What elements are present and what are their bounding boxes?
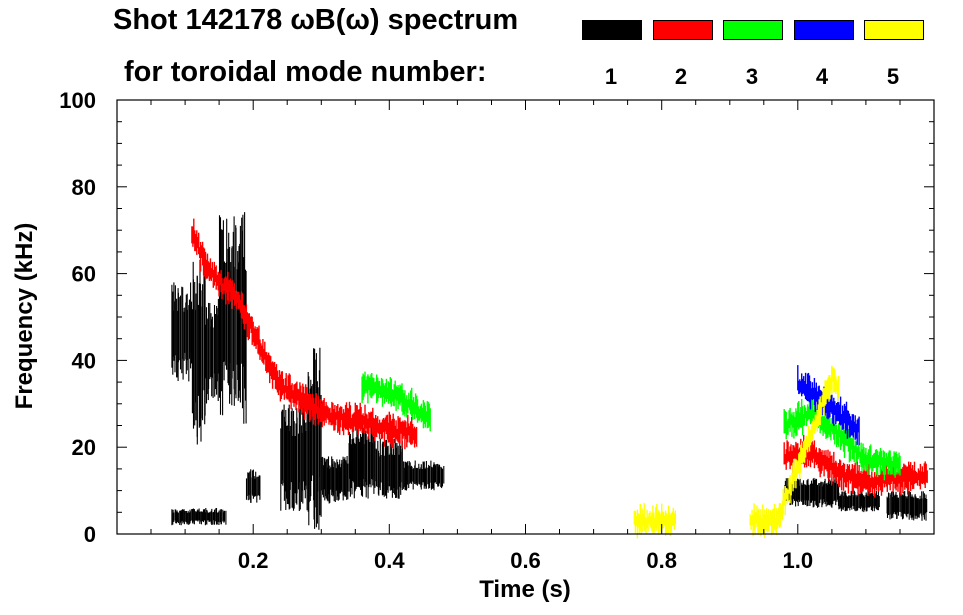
series-1-blob-5: [280, 403, 308, 511]
x-tick-label: 0.2: [238, 548, 269, 573]
legend-label-mode-1: 1: [604, 64, 618, 89]
series-1-blob-11: [171, 508, 227, 526]
x-tick-label: 0.8: [646, 548, 677, 573]
y-tick-label: 20: [72, 435, 96, 460]
series-5: [633, 365, 840, 539]
series-1-blob-9: [375, 438, 403, 499]
series-1: [171, 212, 928, 530]
series-1-blob-10: [403, 460, 445, 491]
spectrum-marks: [171, 212, 928, 539]
series-1-blob-14: [886, 490, 928, 521]
legend-swatch-mode-1: [582, 20, 642, 40]
x-tick-label: 0.4: [374, 548, 405, 573]
series-1-blob-6: [307, 347, 322, 530]
legend-label-mode-5: 5: [886, 64, 900, 89]
series-1-blob-1: [191, 254, 206, 445]
chart-title: Shot 142178 ωB(ω) spectrum: [113, 4, 519, 36]
series-1-blob-8: [348, 421, 376, 499]
y-tick-label: 60: [72, 262, 96, 287]
axis-ticks: [116, 99, 935, 535]
y-tick-label: 40: [72, 348, 96, 373]
legend-label-mode-3: 3: [745, 64, 759, 89]
series-1-blob-4: [245, 469, 261, 503]
y-tick-label: 0: [84, 522, 96, 547]
series-1-blob-13: [838, 490, 880, 513]
x-axis-title: Time (s): [479, 576, 571, 603]
chart-subtitle: for toroidal mode number:: [124, 56, 487, 88]
series-1-blob-3: [218, 212, 247, 424]
y-tick-label: 100: [59, 88, 96, 113]
series-2: [191, 218, 928, 498]
x-tick-labels: 0.2 0.4 0.6 0.8 1.0: [238, 548, 813, 573]
y-tick-labels: 0 20 40 60 80 100: [59, 88, 96, 547]
x-tick-label: 0.6: [510, 548, 541, 573]
series-1-blob-2: [205, 298, 219, 404]
legend-swatch-mode-2: [653, 20, 713, 40]
legend-label-mode-4: 4: [815, 64, 829, 89]
series-1-blob-0: [171, 282, 193, 382]
y-tick-label: 80: [72, 175, 96, 200]
x-tick-label: 1.0: [783, 548, 814, 573]
y-axis-title: Frequency (kHz): [11, 223, 38, 410]
series-4: [797, 365, 860, 446]
legend-swatch-mode-4: [794, 20, 854, 40]
legend-label-mode-2: 2: [674, 64, 688, 89]
legend-swatch-mode-3: [723, 20, 783, 40]
series-1-blob-7: [320, 456, 349, 504]
legend-swatch-mode-5: [864, 20, 924, 40]
